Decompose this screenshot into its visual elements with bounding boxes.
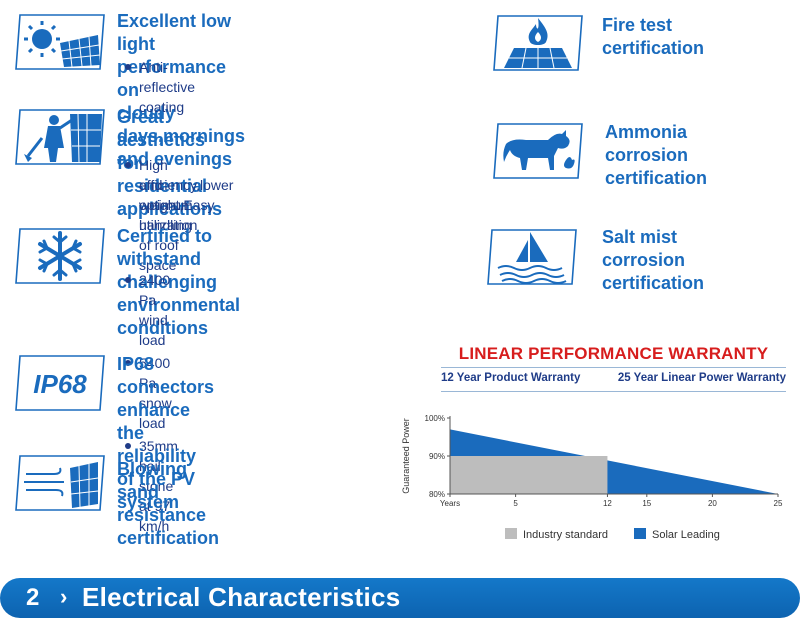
power-warranty-label: 25 Year Linear Power Warranty <box>617 372 786 384</box>
section-header-bar: 2 › Electrical Characteristics <box>0 578 800 618</box>
feature-title: Fire test certification <box>602 15 705 58</box>
ip68-icon: IP68 <box>14 354 106 412</box>
y-tick-label: 100% <box>425 414 445 423</box>
legend-swatch <box>634 528 646 539</box>
warranty-chart: 100% 90% 80%Years 5 12 15 20 25 Guaranteed Power <box>401 414 783 508</box>
installer-icon <box>14 108 106 166</box>
wind-panel-icon <box>14 454 106 512</box>
x-tick-label: 5 <box>513 499 518 508</box>
legend-item-industry: Industry standard <box>505 528 608 541</box>
feature-title: Blowing sand resistance certification <box>117 459 220 548</box>
legend-item-solar: Solar Leading <box>634 528 720 541</box>
legend-label: Industry standard <box>523 529 608 541</box>
bullet-item: 2400 Pa wind load <box>117 270 178 350</box>
feature-bullets: High efficiency,lower weight,Easy handli… <box>117 155 233 237</box>
divider <box>441 391 786 392</box>
feature-title: Salt mist corrosion certification <box>602 227 705 293</box>
series-area-industry-standard <box>450 456 778 494</box>
x-tick-label: 20 <box>708 499 717 508</box>
warranty-subtitles: 12 Year Product Warranty 25 Year Linear … <box>441 372 786 384</box>
feature-title: Certified to withstand challenging envir… <box>117 226 241 338</box>
ip68-label: IP68 <box>33 369 87 399</box>
legend-label: Solar Leading <box>652 529 720 541</box>
bullet-item: 35mm hail stone at 97 km/h <box>117 436 178 536</box>
warranty-title: LINEAR PERFORMANCE WARRANTY <box>458 344 769 363</box>
bullet-continuation: and optimum utilization of roof space <box>139 177 198 273</box>
bullet-item: High efficiency,lower weight,Easy handli… <box>117 155 233 235</box>
x-tick-label: Years <box>440 499 460 508</box>
sun-panel-icon <box>14 13 106 71</box>
chevron-right-icon: › <box>60 584 68 609</box>
feature-title: Excellent low light performance on cloud… <box>117 11 246 169</box>
feature-title: Ammonia corrosion certification <box>605 122 708 188</box>
y-axis-label: Guaranteed Power <box>401 418 411 494</box>
feature-bullets: Anti-reflective coating <box>117 57 195 119</box>
legend-swatch <box>505 528 517 539</box>
section-title: Electrical Characteristics <box>82 582 401 612</box>
bullet-item: 5400 Pa snow load <box>117 353 178 433</box>
feature-title: Great aesthetics for residential applica… <box>117 107 223 219</box>
flame-panel-icon <box>492 14 584 72</box>
x-tick-label: 25 <box>774 499 783 508</box>
sailboat-icon <box>486 228 578 286</box>
cow-icon <box>492 122 584 180</box>
divider <box>441 367 786 368</box>
chart-legend: Industry standard Solar Leading <box>505 528 720 541</box>
y-tick-label: 80% <box>429 490 445 499</box>
x-tick-label: 15 <box>642 499 651 508</box>
section-number: 2 <box>26 584 40 611</box>
feature-title: IP68 connectors enhance the reliability … <box>117 354 215 512</box>
x-tick-label: 12 <box>603 499 612 508</box>
snowflake-icon <box>14 227 106 285</box>
bullet-item: Anti-reflective coating <box>117 57 195 117</box>
y-tick-label: 90% <box>429 452 445 461</box>
product-warranty-label: 12 Year Product Warranty <box>441 372 581 384</box>
feature-bullets: 2400 Pa wind load 5400 Pa snow load 35mm… <box>117 270 178 539</box>
